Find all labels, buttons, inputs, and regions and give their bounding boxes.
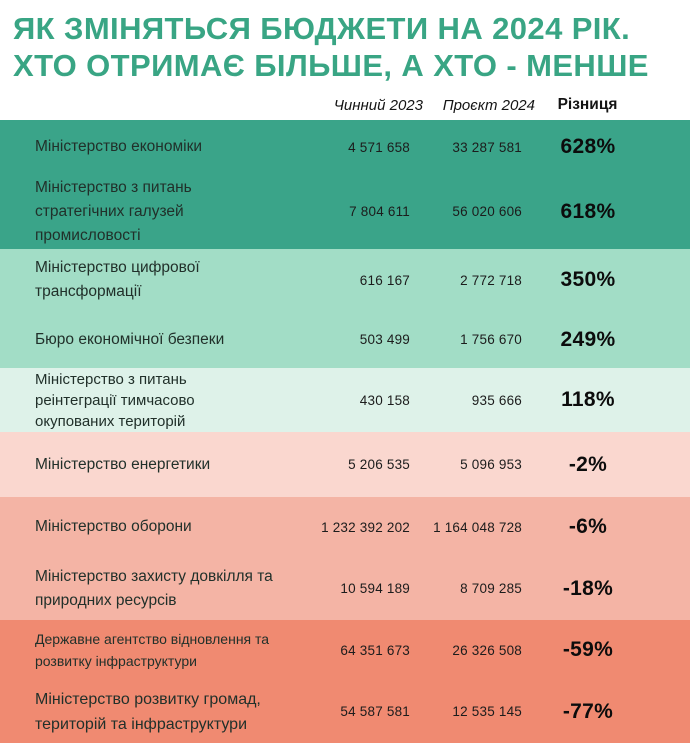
budget-2024-value: 8 709 285 <box>460 581 522 596</box>
column-header-difference: Різниця <box>557 96 618 113</box>
budget-2024-value: 12 535 145 <box>452 704 522 719</box>
ministry-name: Міністерство розвитку громад, територій … <box>35 690 261 733</box>
difference-percent: 249% <box>560 327 616 351</box>
budget-2024-value: 56 020 606 <box>452 204 522 219</box>
column-headers: Чинний 2023 Проєкт 2024 Різниця <box>13 86 676 120</box>
table-row: Бюро економічної безпеки 503 499 1 756 6… <box>0 311 690 368</box>
difference-percent: -59% <box>562 638 614 661</box>
ministry-name: Міністерство енергетики <box>35 455 211 473</box>
header: ЯК ЗМІНЯТЬСЯ БЮДЖЕТИ НА 2024 РІК. ХТО ОТ… <box>0 0 690 120</box>
difference-percent: 618% <box>560 199 616 223</box>
budget-2023-value: 503 499 <box>359 332 410 347</box>
page-title-line-1: ЯК ЗМІНЯТЬСЯ БЮДЖЕТИ НА 2024 РІК. <box>13 11 631 46</box>
ministry-name: Бюро економічної безпеки <box>35 330 225 348</box>
budget-2023-value: 430 158 <box>359 392 410 408</box>
table-row: Міністерство з питань стратегічних галуз… <box>0 174 690 249</box>
budget-2024-value: 935 666 <box>471 392 522 408</box>
difference-percent: 350% <box>560 268 616 291</box>
table-row: Міністерство енергетики 5 206 535 5 096 … <box>0 432 690 497</box>
difference-percent: 628% <box>560 135 616 158</box>
budget-2023-value: 1 232 392 202 <box>321 519 410 535</box>
ministry-name: Міністерство з питань реінтеграції тимча… <box>35 370 195 430</box>
table-row: Міністерство захисту довкілля та природн… <box>0 557 690 620</box>
budget-2024-value: 5 096 953 <box>460 457 522 472</box>
ministry-name: Міністерство оборони <box>35 518 192 535</box>
ministry-name: Міністерство захисту довкілля та природн… <box>35 567 273 609</box>
difference-percent: -6% <box>568 515 608 538</box>
budget-2023-value: 5 206 535 <box>348 457 410 472</box>
budget-2024-value: 26 326 508 <box>452 642 522 658</box>
budget-2024-value: 1 164 048 728 <box>433 519 522 535</box>
column-header-current-2023: Чинний 2023 <box>333 97 423 114</box>
budget-2024-value: 1 756 670 <box>460 332 522 347</box>
budget-2023-value: 10 594 189 <box>340 581 410 596</box>
budget-2023-value: 64 351 673 <box>340 642 410 658</box>
column-header-project-2024: Проєкт 2024 <box>442 97 535 114</box>
budget-2023-value: 7 804 611 <box>349 204 410 219</box>
ministry-name: Міністерство економіки <box>35 138 203 155</box>
budget-2023-value: 54 587 581 <box>340 704 410 719</box>
table-row: Міністерство оборони 1 232 392 202 1 164… <box>0 497 690 557</box>
table-row: Державне агентство відновлення та розвит… <box>0 620 690 680</box>
table-row: Міністерство розвитку громад, територій … <box>0 680 690 743</box>
difference-percent: -77% <box>562 699 614 723</box>
page-title-line-2: ХТО ОТРИМАЄ БІЛЬШЕ, А ХТО - МЕНШЕ <box>13 48 649 83</box>
table-row: Міністерство цифрової трансформації 616 … <box>0 249 690 311</box>
table-row: Міністерство з питань реінтеграції тимча… <box>0 368 690 432</box>
ministry-name: Міністерство з питань стратегічних галуз… <box>35 178 192 244</box>
budget-2023-value: 616 167 <box>359 272 410 288</box>
ministry-name: Міністерство цифрової трансформації <box>35 259 200 300</box>
budget-2024-value: 2 772 718 <box>460 272 522 288</box>
difference-percent: -18% <box>562 576 614 600</box>
agency-name: Державне агентство відновлення та розвит… <box>35 631 270 669</box>
budget-2024-value: 33 287 581 <box>452 139 522 155</box>
budget-2023-value: 4 571 658 <box>348 139 410 155</box>
budget-table: Міністерство економіки 4 571 658 33 287 … <box>0 120 690 743</box>
table-row: Міністерство економіки 4 571 658 33 287 … <box>0 120 690 174</box>
difference-percent: -2% <box>568 452 608 476</box>
difference-percent: 118% <box>561 388 615 411</box>
